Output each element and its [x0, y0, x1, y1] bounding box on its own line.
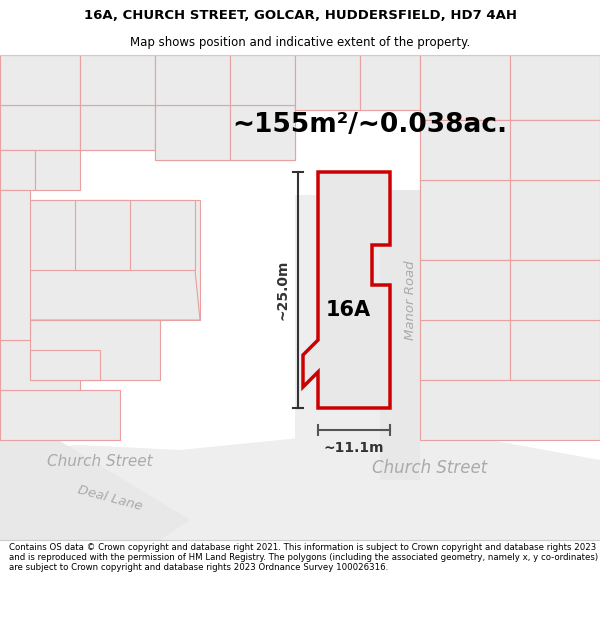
Polygon shape	[0, 390, 120, 440]
Polygon shape	[420, 180, 510, 260]
Text: ~25.0m: ~25.0m	[275, 260, 289, 320]
Polygon shape	[0, 430, 600, 540]
Text: Church Street: Church Street	[373, 459, 488, 477]
Polygon shape	[420, 120, 510, 180]
Polygon shape	[420, 320, 510, 380]
Text: 16A, CHURCH STREET, GOLCAR, HUDDERSFIELD, HD7 4AH: 16A, CHURCH STREET, GOLCAR, HUDDERSFIELD…	[83, 9, 517, 22]
Polygon shape	[0, 55, 80, 105]
Polygon shape	[155, 55, 230, 105]
Polygon shape	[420, 55, 510, 120]
Polygon shape	[380, 190, 420, 480]
Polygon shape	[0, 55, 155, 150]
Polygon shape	[30, 200, 200, 320]
Text: Map shows position and indicative extent of the property.: Map shows position and indicative extent…	[130, 36, 470, 49]
Polygon shape	[230, 105, 295, 160]
Polygon shape	[420, 120, 600, 260]
Polygon shape	[303, 172, 390, 408]
Polygon shape	[230, 55, 295, 105]
Polygon shape	[0, 150, 35, 190]
Text: Manor Road: Manor Road	[404, 260, 416, 340]
Polygon shape	[80, 55, 155, 105]
Polygon shape	[0, 105, 80, 150]
Polygon shape	[0, 190, 30, 340]
Text: Deal Lane: Deal Lane	[76, 483, 144, 513]
Polygon shape	[30, 320, 160, 380]
Text: 16A: 16A	[325, 300, 371, 320]
Text: ~155m²/~0.038ac.: ~155m²/~0.038ac.	[232, 112, 508, 138]
Polygon shape	[25, 200, 195, 270]
Polygon shape	[0, 430, 190, 540]
Polygon shape	[510, 120, 600, 180]
Polygon shape	[420, 260, 600, 380]
Polygon shape	[0, 340, 80, 390]
Polygon shape	[420, 380, 600, 440]
Polygon shape	[30, 350, 100, 380]
Polygon shape	[510, 320, 600, 380]
Polygon shape	[510, 260, 600, 320]
Polygon shape	[155, 55, 295, 160]
Polygon shape	[420, 260, 510, 320]
Polygon shape	[25, 270, 200, 320]
Polygon shape	[80, 105, 155, 150]
Text: Contains OS data © Crown copyright and database right 2021. This information is : Contains OS data © Crown copyright and d…	[9, 542, 598, 572]
Text: Church Street: Church Street	[47, 454, 153, 469]
Polygon shape	[155, 105, 230, 160]
Polygon shape	[510, 180, 600, 260]
Polygon shape	[295, 55, 420, 110]
Polygon shape	[295, 195, 420, 480]
Polygon shape	[35, 150, 80, 190]
Polygon shape	[75, 200, 130, 270]
Polygon shape	[510, 55, 600, 120]
Polygon shape	[295, 55, 360, 110]
Polygon shape	[360, 55, 420, 110]
Text: ~11.1m: ~11.1m	[324, 441, 384, 455]
Polygon shape	[420, 55, 600, 120]
